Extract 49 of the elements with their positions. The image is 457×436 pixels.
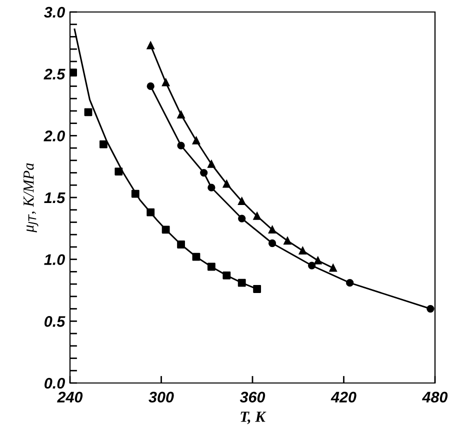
y-axis-title: μ$_{JT}$, K/MPa	[24, 163, 38, 232]
y-tick-label: 2.0	[44, 130, 65, 142]
point	[426, 304, 434, 313]
point	[162, 78, 170, 86]
point	[100, 140, 108, 148]
y-tick-label: 2.5	[44, 68, 66, 80]
point	[177, 240, 185, 248]
point	[208, 184, 216, 192]
point	[222, 271, 231, 280]
point	[253, 212, 261, 220]
point	[238, 278, 246, 287]
point	[268, 226, 276, 234]
point	[298, 246, 307, 254]
point	[114, 168, 123, 176]
y-tick-label: 1.0	[44, 254, 65, 266]
x-tick-label: 360	[240, 392, 266, 403]
point	[238, 197, 246, 206]
x-tick-label: 300	[148, 392, 174, 403]
y-tick-label: 1.5	[44, 192, 66, 204]
y-tick-label: 3.0	[44, 6, 65, 18]
point	[200, 168, 208, 177]
point	[346, 279, 354, 287]
point	[192, 136, 200, 144]
x-tick-label: 480	[422, 392, 448, 403]
point	[308, 262, 316, 270]
point	[238, 214, 246, 222]
point	[177, 110, 185, 118]
point	[222, 180, 230, 188]
point	[177, 142, 185, 150]
x-tick-label: 420	[330, 392, 356, 403]
x-tick-label: 240	[57, 392, 83, 403]
point	[314, 256, 322, 264]
point	[146, 82, 154, 90]
y-tick-label: 0.5	[44, 316, 66, 327]
point	[70, 68, 77, 77]
point	[208, 160, 216, 168]
point	[192, 252, 200, 261]
point	[253, 285, 262, 293]
point	[146, 208, 155, 216]
point	[84, 108, 92, 116]
point	[284, 236, 292, 245]
point	[146, 42, 154, 50]
point	[268, 239, 276, 248]
point	[207, 262, 216, 271]
point	[131, 190, 140, 198]
point	[162, 226, 170, 234]
y-tick-label: 0.0	[44, 378, 65, 389]
x-axis-title: T, K	[240, 412, 266, 424]
point	[329, 264, 337, 272]
